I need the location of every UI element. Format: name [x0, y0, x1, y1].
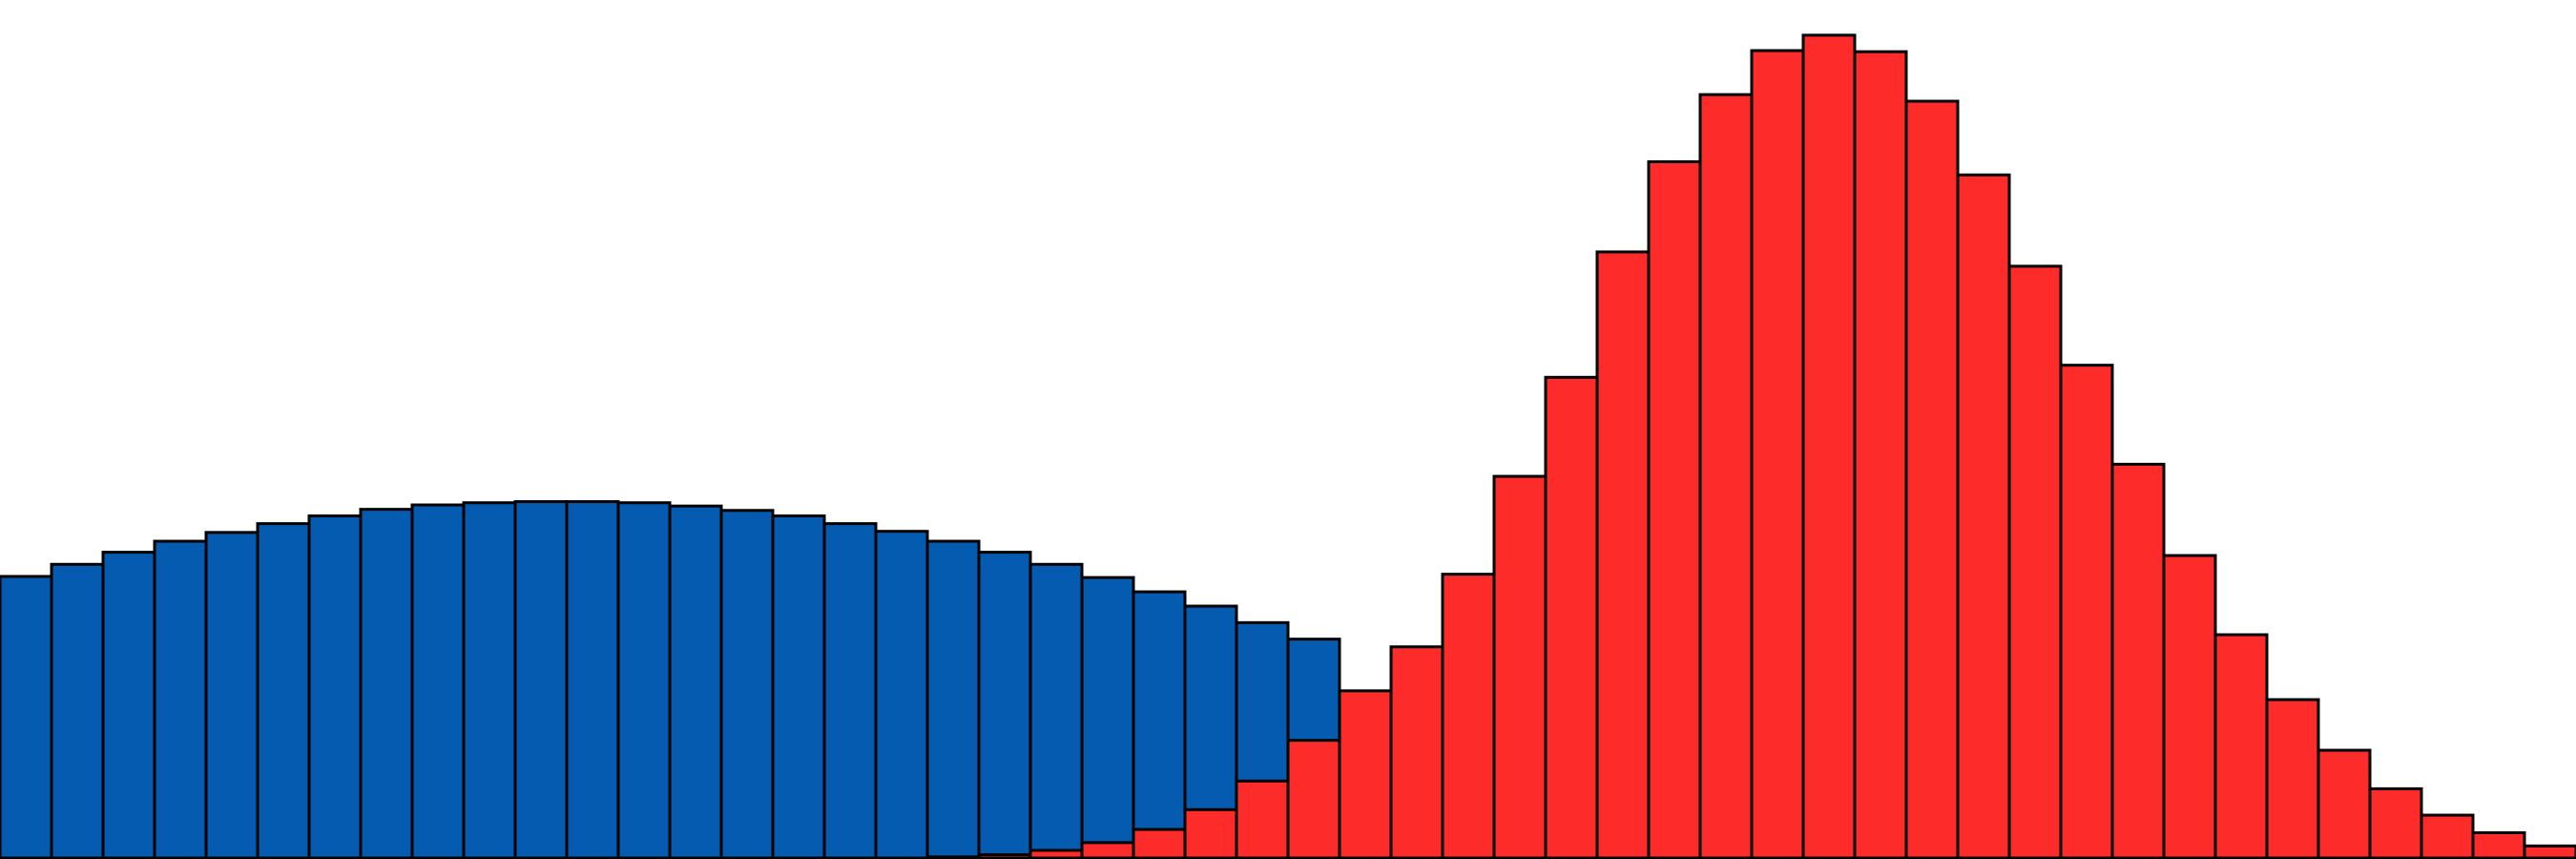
- bar-series-1-bin-21: [1028, 562, 1084, 859]
- bar-series-1-bin-22: [1080, 576, 1135, 859]
- bar-series-2-bin-30: [1492, 474, 1548, 859]
- bar-series-2-bin-50: [2523, 844, 2576, 859]
- bar-series-1-bin-6: [256, 522, 311, 859]
- bar-series-2-bin-28: [1389, 645, 1444, 859]
- bar-series-2-bin-22: [1080, 841, 1135, 859]
- bar-series-1-bin-5: [204, 531, 260, 859]
- series-1: [0, 500, 1341, 859]
- bar-series-2-bin-21: [1028, 849, 1084, 859]
- bar-series-2-bin-29: [1441, 573, 1496, 859]
- bar-series-2-bin-39: [1956, 173, 2011, 859]
- bar-series-2-bin-40: [2007, 264, 2063, 859]
- bar-series-1-bin-13: [616, 501, 672, 859]
- bar-series-2-bin-33: [1647, 159, 1702, 859]
- bar-series-2-bin-23: [1132, 828, 1187, 859]
- bar-series-1-bin-7: [307, 514, 363, 859]
- bar-series-1-bin-20: [977, 551, 1032, 859]
- series-2: [925, 33, 2576, 859]
- bar-series-1-bin-10: [462, 501, 517, 859]
- bar-series-1-bin-11: [513, 500, 569, 859]
- bar-series-1-bin-18: [874, 530, 929, 859]
- bars-layer: [0, 33, 2576, 859]
- bar-series-2-bin-43: [2162, 554, 2217, 859]
- bar-series-1-bin-3: [101, 551, 156, 859]
- bar-series-1-bin-14: [668, 504, 723, 859]
- bar-series-2-bin-42: [2110, 462, 2166, 859]
- bar-series-2-bin-24: [1183, 807, 1238, 859]
- bar-series-2-bin-32: [1595, 250, 1651, 859]
- bar-series-2-bin-45: [2265, 698, 2320, 859]
- bar-series-1-bin-19: [925, 539, 981, 859]
- bar-series-2-bin-47: [2368, 786, 2423, 859]
- bar-series-1-bin-8: [359, 508, 414, 859]
- bar-series-1-bin-2: [50, 562, 105, 859]
- bar-series-1-bin-16: [771, 514, 826, 859]
- bar-series-1-bin-12: [565, 500, 620, 859]
- bar-series-2-bin-26: [1286, 739, 1341, 859]
- bar-series-2-bin-49: [2471, 830, 2526, 859]
- bar-series-1-bin-9: [410, 503, 466, 859]
- bar-series-2-bin-38: [1904, 99, 1960, 859]
- bar-series-2-bin-27: [1338, 689, 1393, 859]
- bar-series-2-bin-46: [2316, 748, 2372, 859]
- bar-series-2-bin-19: [925, 855, 981, 859]
- bar-series-1-bin-4: [153, 539, 208, 859]
- bar-series-2-bin-34: [1698, 93, 1754, 859]
- bar-series-2-bin-36: [1801, 33, 1857, 859]
- bar-series-2-bin-48: [2420, 813, 2475, 859]
- bar-series-1-bin-15: [719, 509, 775, 859]
- bar-series-2-bin-37: [1853, 50, 1908, 859]
- bar-series-2-bin-35: [1750, 49, 1805, 859]
- bar-series-1-bin-23: [1132, 590, 1187, 859]
- bar-series-2-bin-25: [1235, 779, 1290, 859]
- bar-series-2-bin-41: [2059, 364, 2114, 859]
- bar-series-1-bin-1: [0, 575, 53, 859]
- bar-series-2-bin-44: [2213, 633, 2269, 859]
- bar-series-2-bin-20: [977, 853, 1032, 859]
- bar-series-2-bin-31: [1544, 375, 1599, 859]
- bar-series-1-bin-17: [822, 522, 878, 859]
